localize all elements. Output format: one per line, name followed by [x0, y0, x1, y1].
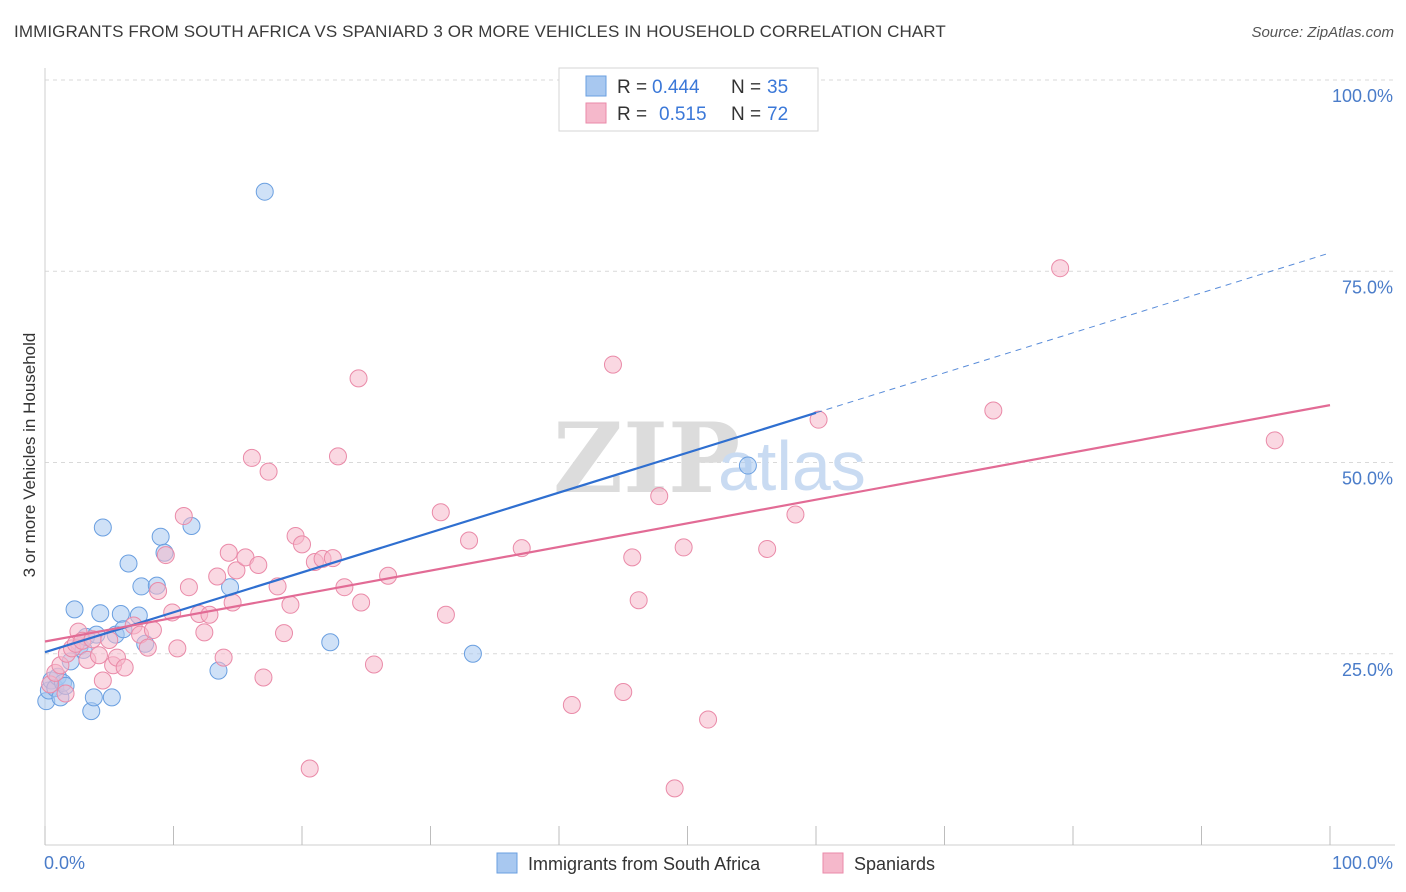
legend-r-value-1: 0.444 — [652, 77, 700, 98]
point-spaniards-19 — [138, 638, 157, 657]
point-spaniards-62 — [623, 548, 642, 567]
point-south-africa-32 — [255, 182, 274, 201]
point-spaniards-64 — [650, 487, 669, 506]
legend-n-value-1: 35 — [767, 77, 788, 98]
axes — [44, 68, 1395, 846]
point-spaniards-60 — [603, 355, 622, 374]
point-spaniards-66 — [674, 538, 693, 557]
point-spaniards-29 — [200, 605, 219, 624]
point-spaniards-20 — [143, 621, 162, 640]
x-tick-label-right: 100.0% — [1332, 853, 1393, 873]
trend-line-spaniards — [44, 404, 1331, 643]
point-spaniards-24 — [168, 639, 187, 658]
point-spaniards-56 — [436, 605, 455, 624]
trend-line-south-africa — [44, 411, 817, 654]
watermark: ZIP atlas — [553, 402, 866, 515]
y-tick-label-25: 25.0% — [1342, 660, 1393, 680]
point-spaniards-63 — [629, 591, 648, 610]
legend-r-label-2: R = — [617, 104, 647, 125]
trend-line-south-africa-extension — [815, 252, 1331, 414]
point-south-africa-17 — [93, 518, 112, 537]
top-legend: R = 0.444 N = 35 R = 0.515 N = 72 — [558, 67, 819, 132]
point-spaniards-3 — [56, 684, 75, 703]
legend-n-label-1: N = — [731, 77, 761, 98]
point-spaniards-37 — [249, 556, 268, 575]
point-spaniards-55 — [431, 503, 450, 522]
point-spaniards-54 — [379, 566, 398, 585]
point-spaniards-25 — [174, 507, 193, 526]
trend-lines — [44, 252, 1331, 654]
point-spaniards-69 — [786, 505, 805, 524]
y-tick-label-75: 75.0% — [1342, 277, 1393, 297]
point-spaniards-11 — [89, 646, 108, 665]
chart-title: IMMIGRANTS FROM SOUTH AFRICA VS SPANIARD… — [14, 22, 946, 41]
point-spaniards-16 — [115, 658, 134, 677]
y-tick-label-50: 50.0% — [1342, 469, 1393, 489]
bottom-legend-label-spaniards: Spaniards — [854, 854, 935, 874]
watermark-zip: ZIP — [553, 402, 740, 515]
point-south-africa-24 — [132, 577, 151, 596]
point-spaniards-38 — [254, 668, 273, 687]
y-tick-labels: 25.0% 50.0% 75.0% 100.0% — [1332, 86, 1393, 680]
point-south-africa-14 — [84, 688, 103, 707]
point-spaniards-31 — [214, 648, 233, 667]
legend-n-value-2: 72 — [767, 104, 788, 125]
point-spaniards-26 — [179, 578, 198, 597]
legend-swatch-south-africa — [585, 75, 607, 97]
legend-r-label-1: R = — [617, 77, 647, 98]
point-spaniards-65 — [665, 779, 684, 798]
gridlines — [45, 79, 1395, 655]
point-spaniards-73 — [1265, 431, 1284, 450]
point-spaniards-36 — [242, 448, 261, 467]
point-spaniards-34 — [227, 561, 246, 580]
bottom-legend-swatch-spaniards — [822, 852, 844, 874]
point-south-africa-35 — [738, 456, 757, 475]
point-spaniards-39 — [259, 462, 278, 481]
point-south-africa-34 — [463, 644, 482, 663]
point-spaniards-59 — [562, 696, 581, 715]
chart-source: Source: ZipAtlas.com — [1251, 24, 1394, 41]
point-spaniards-45 — [300, 759, 319, 778]
point-south-africa-22 — [119, 554, 138, 573]
bottom-legend: Immigrants from South Africa Spaniards — [496, 852, 935, 874]
point-spaniards-68 — [758, 539, 777, 558]
legend-swatch-spaniards — [585, 102, 607, 124]
point-spaniards-70 — [809, 410, 828, 429]
bottom-legend-label-south-africa: Immigrants from South Africa — [528, 854, 761, 874]
point-south-africa-16 — [91, 604, 110, 623]
point-spaniards-57 — [460, 531, 479, 550]
x-tick-label-left: 0.0% — [44, 853, 85, 873]
point-spaniards-21 — [149, 582, 168, 601]
point-spaniards-67 — [699, 710, 718, 729]
point-spaniards-42 — [281, 595, 300, 614]
y-axis-title: 3 or more Vehicles in Household — [20, 333, 39, 578]
point-south-africa-9 — [65, 600, 84, 619]
bottom-legend-swatch-south-africa — [496, 852, 518, 874]
y-tick-label-100: 100.0% — [1332, 86, 1393, 106]
point-spaniards-12 — [93, 671, 112, 690]
point-south-africa-33 — [321, 633, 340, 652]
point-south-africa-27 — [151, 527, 170, 546]
point-spaniards-32 — [219, 543, 238, 562]
point-spaniards-51 — [349, 369, 368, 388]
point-south-africa-18 — [102, 688, 121, 707]
point-spaniards-61 — [614, 683, 633, 701]
legend-n-label-2: N = — [731, 104, 761, 125]
legend-r-value-2: 0.515 — [659, 104, 707, 125]
point-spaniards-52 — [352, 593, 371, 612]
point-spaniards-41 — [275, 624, 294, 643]
point-spaniards-28 — [195, 623, 214, 642]
point-spaniards-22 — [156, 546, 175, 565]
point-spaniards-72 — [1051, 259, 1070, 278]
point-spaniards-49 — [328, 447, 347, 466]
point-spaniards-71 — [984, 401, 1003, 420]
point-spaniards-44 — [293, 535, 311, 554]
points-layer — [37, 182, 1284, 798]
point-spaniards-53 — [364, 655, 383, 674]
point-spaniards-30 — [208, 567, 227, 586]
